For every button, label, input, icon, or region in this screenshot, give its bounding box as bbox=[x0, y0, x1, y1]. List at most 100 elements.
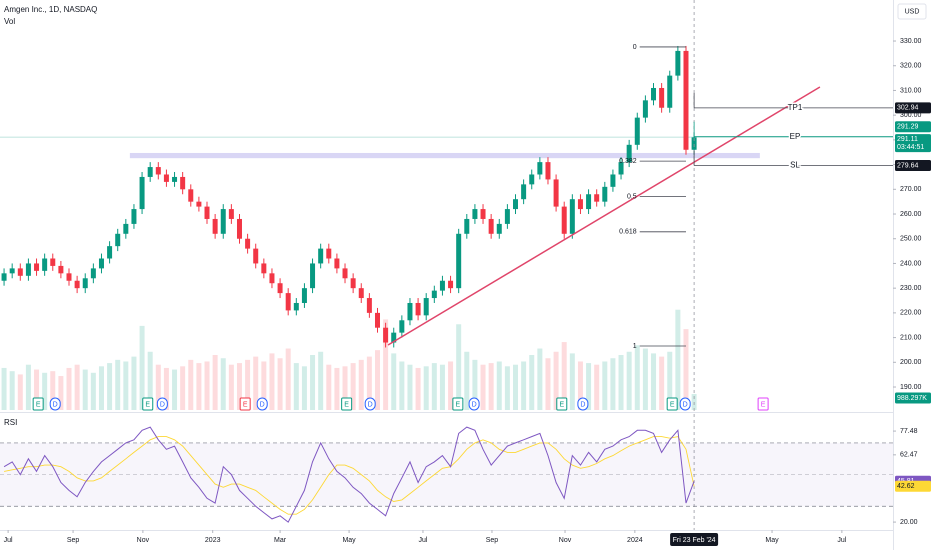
event-icon[interactable] bbox=[49, 397, 61, 411]
volume-bar bbox=[253, 356, 259, 410]
candle-body bbox=[188, 189, 194, 202]
candle-body bbox=[456, 233, 462, 289]
event-icon[interactable] bbox=[679, 397, 691, 411]
volume-bar bbox=[399, 361, 405, 410]
volume-bar bbox=[667, 351, 673, 410]
rsi-line bbox=[3, 426, 695, 523]
volume-bar bbox=[553, 351, 559, 410]
event-icon[interactable] bbox=[556, 397, 568, 411]
candle-body bbox=[350, 278, 356, 289]
candle-body bbox=[285, 293, 291, 311]
event-label: E bbox=[670, 401, 675, 408]
fib-label: 0 bbox=[633, 44, 637, 51]
x-tick-label: Sep bbox=[486, 537, 499, 544]
volume-bar bbox=[220, 358, 226, 410]
rsi-y-tick-label: 20.00 bbox=[900, 519, 918, 526]
volume-bar bbox=[115, 359, 121, 410]
event-label: E bbox=[36, 401, 41, 408]
x-tick-label: Jul bbox=[837, 537, 846, 544]
event-label: D bbox=[580, 401, 585, 408]
candle-body bbox=[383, 327, 389, 343]
last-price: 291.11 bbox=[897, 136, 918, 143]
volume-bar bbox=[74, 364, 80, 410]
volume-bar bbox=[58, 376, 64, 410]
y-tick-label: 250.00 bbox=[900, 236, 922, 243]
volume-bar bbox=[594, 364, 600, 410]
candle-body bbox=[634, 117, 640, 145]
event-icon[interactable] bbox=[32, 397, 44, 411]
candle-body bbox=[50, 258, 56, 266]
event-icon[interactable] bbox=[239, 397, 251, 411]
candle-body bbox=[261, 263, 267, 274]
candle-body bbox=[464, 218, 470, 234]
event-icon[interactable] bbox=[256, 397, 268, 411]
candle-body bbox=[496, 223, 502, 234]
event-icon[interactable] bbox=[666, 397, 678, 411]
currency-button[interactable] bbox=[897, 3, 927, 20]
volume-bar bbox=[472, 359, 478, 410]
volume-bar bbox=[1, 367, 7, 410]
volume-bar bbox=[415, 367, 421, 410]
candle-body bbox=[66, 273, 72, 281]
candle-body bbox=[374, 312, 380, 328]
candle-body bbox=[521, 184, 527, 200]
candle-body bbox=[659, 87, 665, 108]
volume-bar bbox=[634, 345, 640, 410]
candle-body bbox=[212, 218, 218, 234]
event-icon[interactable] bbox=[757, 397, 769, 411]
candle-body bbox=[561, 206, 567, 234]
event-label: D bbox=[472, 401, 477, 408]
level-label: SL bbox=[790, 161, 800, 170]
rsi-line bbox=[4, 436, 695, 515]
volume-bar bbox=[683, 329, 689, 410]
volume-bar bbox=[626, 351, 632, 410]
candle-body bbox=[626, 144, 632, 163]
volume-bar bbox=[350, 363, 356, 410]
candle-body bbox=[513, 199, 519, 210]
volume-bar bbox=[659, 356, 665, 410]
candle-body bbox=[245, 238, 251, 249]
volume-bar bbox=[521, 361, 527, 410]
event-icon[interactable] bbox=[341, 397, 353, 411]
chart-title: Amgen Inc., 1D, NASDAQ bbox=[4, 5, 97, 14]
candle-body bbox=[431, 290, 437, 299]
volume-bar bbox=[285, 348, 291, 410]
volume-bar bbox=[407, 364, 413, 410]
event-icon[interactable] bbox=[364, 397, 376, 411]
candle-body bbox=[90, 268, 96, 279]
candle-body bbox=[98, 258, 104, 269]
fib-label: 0.618 bbox=[619, 229, 637, 236]
ep-price: 291.29 bbox=[897, 124, 919, 131]
event-icon[interactable] bbox=[468, 397, 480, 411]
event-label: E bbox=[243, 401, 248, 408]
candle-body bbox=[691, 137, 697, 150]
event-label: D bbox=[160, 401, 165, 408]
volume-bar bbox=[66, 367, 72, 410]
level-label: EP bbox=[790, 132, 801, 141]
candle-body bbox=[1, 273, 7, 281]
volume-bar bbox=[358, 359, 364, 410]
candle-body bbox=[277, 283, 283, 294]
volume-bar bbox=[496, 361, 502, 410]
candle-body bbox=[399, 320, 405, 333]
volume-bar bbox=[90, 372, 96, 410]
candle-body bbox=[342, 268, 348, 279]
rsi-y-tick-label: 62.47 bbox=[900, 452, 918, 459]
candle-body bbox=[602, 186, 608, 202]
fib-label: 0.382 bbox=[619, 158, 637, 165]
candle-body bbox=[423, 298, 429, 316]
candle-body bbox=[529, 174, 535, 185]
volume-bar bbox=[236, 363, 242, 410]
volume-bar bbox=[513, 364, 519, 410]
event-icon[interactable] bbox=[577, 397, 589, 411]
y-tick-label: 310.00 bbox=[900, 87, 922, 94]
event-icon[interactable] bbox=[156, 397, 168, 411]
candle-body bbox=[569, 199, 575, 234]
volume-bar bbox=[245, 359, 251, 410]
event-icon[interactable] bbox=[452, 397, 464, 411]
volume-bar bbox=[301, 366, 307, 410]
event-label: E bbox=[761, 401, 766, 408]
candle-body bbox=[683, 50, 689, 150]
event-label: E bbox=[145, 401, 150, 408]
event-icon[interactable] bbox=[142, 397, 154, 411]
